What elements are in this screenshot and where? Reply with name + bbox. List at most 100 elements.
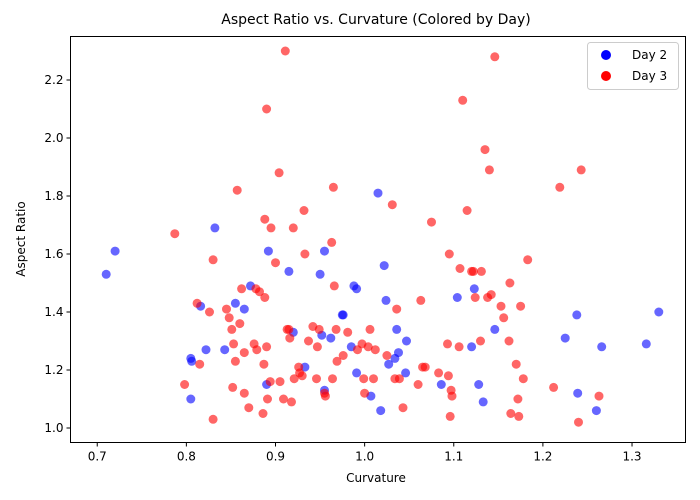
point-series1-32 (271, 258, 280, 268)
point-series0-52 (654, 307, 664, 317)
point-series1-9 (227, 324, 237, 334)
point-series0-7 (210, 223, 220, 233)
point-series1-22 (255, 287, 264, 297)
point-series0-8 (220, 345, 230, 355)
point-series1-25 (260, 293, 270, 302)
point-series1-118 (594, 391, 604, 401)
point-series1-0 (170, 229, 180, 239)
point-series1-35 (279, 394, 288, 404)
point-series1-66 (360, 388, 370, 398)
point-series1-15 (237, 284, 247, 294)
point-series1-110 (514, 411, 524, 421)
point-series1-45 (297, 371, 307, 381)
point-series1-70 (370, 345, 380, 355)
point-series1-46 (299, 206, 309, 215)
point-series1-67 (363, 342, 373, 352)
point-series1-101 (486, 290, 496, 300)
chart-title: Aspect Ratio vs. Curvature (Colored by D… (221, 12, 530, 28)
y-tick-label: 2.2 (44, 73, 63, 87)
point-series1-42 (289, 374, 299, 384)
point-series1-92 (462, 206, 472, 215)
legend: Day 2 Day 3 (587, 42, 679, 90)
point-series1-114 (549, 382, 559, 392)
point-series1-14 (235, 319, 245, 329)
point-series1-10 (228, 382, 238, 392)
point-series1-38 (284, 324, 294, 334)
y-tick-label: 1.8 (44, 189, 63, 203)
y-tick-label: 2.0 (44, 131, 63, 145)
point-series0-29 (373, 188, 383, 198)
point-series1-26 (260, 214, 270, 224)
point-series1-109 (513, 394, 523, 404)
point-series1-48 (304, 336, 313, 346)
point-series1-36 (280, 46, 290, 56)
point-series1-2 (192, 298, 202, 308)
point-series1-51 (312, 342, 322, 352)
point-series1-116 (574, 417, 583, 427)
y-axis-label: Aspect Ratio (14, 201, 28, 276)
x-axis-ticks: 0.7 0.8 0.9 1.0 1.1 1.2 1.3 (88, 442, 642, 464)
point-series1-56 (328, 374, 337, 384)
point-series1-85 (444, 249, 454, 259)
point-series1-16 (239, 348, 249, 358)
point-series1-115 (555, 182, 565, 192)
y-tick-label: 1.4 (44, 305, 63, 319)
point-series1-89 (454, 342, 464, 352)
point-series1-75 (394, 374, 404, 384)
point-series1-13 (232, 185, 242, 195)
legend-marker-day3 (601, 71, 611, 81)
legend-label-day2: Day 2 (632, 48, 667, 62)
point-series1-71 (382, 351, 392, 360)
point-series0-42 (469, 284, 479, 294)
point-series0-26 (352, 284, 362, 294)
point-series1-86 (445, 411, 455, 421)
point-series0-41 (467, 342, 477, 352)
point-series1-105 (504, 336, 514, 346)
x-tick-label: 0.7 (88, 450, 107, 464)
point-series0-30 (376, 406, 386, 416)
point-series1-82 (434, 368, 444, 378)
point-series0-36 (394, 348, 403, 358)
point-series0-20 (320, 246, 329, 256)
point-series1-61 (338, 351, 348, 360)
point-series1-77 (413, 380, 423, 389)
point-series1-65 (359, 374, 369, 384)
point-series1-81 (427, 217, 436, 227)
point-series1-28 (262, 104, 272, 114)
point-series0-23 (338, 310, 348, 320)
point-series1-97 (476, 266, 486, 276)
x-tick-label: 0.8 (177, 450, 196, 464)
point-series1-8 (224, 313, 234, 323)
point-series0-44 (478, 397, 488, 407)
point-series1-112 (518, 374, 528, 384)
point-series0-45 (490, 324, 500, 334)
point-series1-5 (208, 414, 218, 424)
point-series1-62 (343, 327, 353, 337)
point-series0-50 (597, 342, 607, 352)
legend-label-day3: Day 3 (632, 69, 667, 83)
point-series1-18 (244, 403, 254, 413)
point-series1-39 (285, 333, 295, 343)
point-series1-60 (332, 356, 342, 366)
x-tick-label: 1.1 (444, 450, 463, 464)
point-series1-95 (470, 293, 480, 302)
point-series1-40 (287, 397, 296, 407)
point-series1-103 (496, 301, 506, 311)
point-series1-4 (205, 307, 214, 317)
point-series0-49 (591, 406, 601, 416)
point-series1-108 (511, 359, 521, 369)
point-series1-11 (229, 339, 239, 349)
point-series1-47 (300, 249, 310, 259)
point-series1-23 (258, 409, 268, 418)
point-series0-37 (401, 368, 411, 378)
x-axis-label: Curvature (346, 471, 406, 485)
point-series1-104 (499, 313, 509, 323)
point-series0-43 (474, 380, 484, 389)
point-series1-68 (365, 324, 375, 334)
point-series1-113 (523, 255, 533, 265)
point-series1-102 (490, 52, 500, 62)
point-series1-98 (480, 145, 490, 155)
point-series1-91 (458, 95, 468, 105)
point-series1-80 (420, 362, 430, 372)
